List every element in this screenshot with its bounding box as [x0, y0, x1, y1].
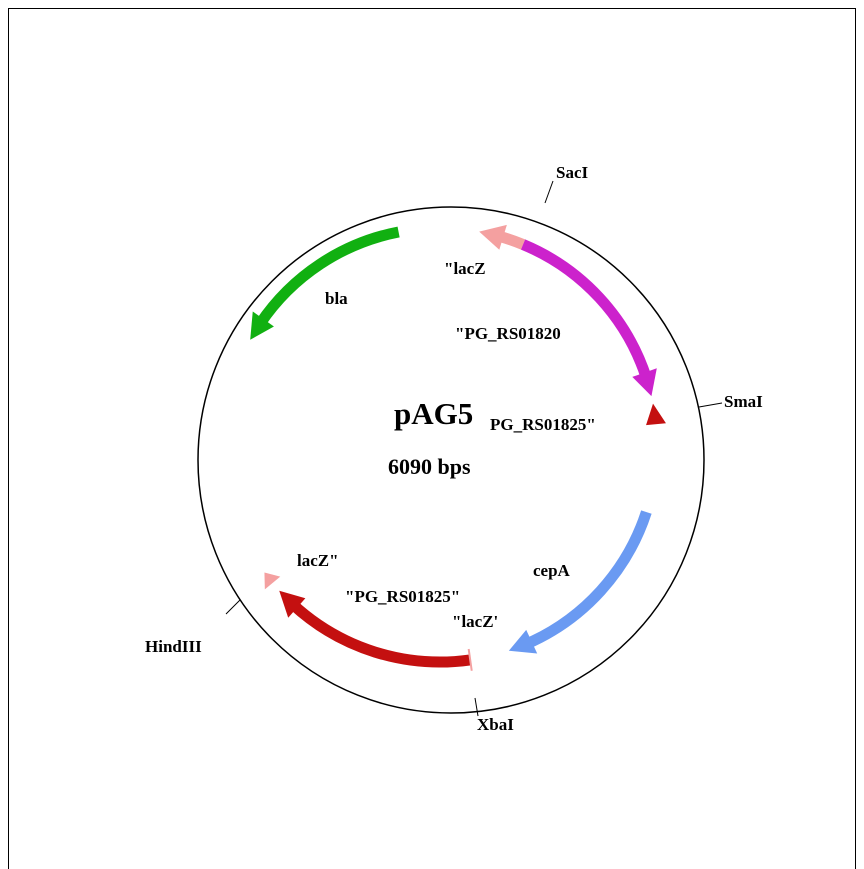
backbone — [197, 206, 705, 714]
feature-label: "PG_RS01820 — [455, 324, 561, 343]
feature-label: cepA — [533, 561, 571, 580]
feature-arrow — [632, 368, 657, 397]
features — [250, 224, 666, 671]
feature-label: bla — [325, 289, 348, 308]
frame — [8, 8, 856, 869]
site-label: HindIII — [145, 637, 202, 656]
site-label: SmaI — [724, 392, 763, 411]
feature-label: "lacZ' — [452, 612, 498, 631]
site-tick — [474, 697, 479, 717]
feature-arrow — [508, 629, 538, 654]
feature-arrow — [279, 590, 306, 618]
feature-arrow — [479, 224, 507, 250]
feature-arrow — [520, 239, 652, 380]
site-tick — [225, 599, 241, 615]
feature-label: "PG_RS01825" — [345, 587, 460, 606]
feature-label: PG_RS01825" — [490, 415, 596, 434]
feature-arrow — [264, 572, 281, 590]
site-tick — [544, 180, 554, 204]
feature-arrow — [498, 231, 526, 250]
feature-arrow — [467, 648, 473, 671]
site-label: XbaI — [477, 715, 514, 734]
feature-arrow — [646, 403, 666, 426]
site-label: SacI — [556, 163, 589, 182]
plasmid-name: pAG5 — [394, 396, 473, 431]
plasmid-size: 6090 bps — [388, 454, 471, 479]
feature-arrow — [250, 311, 274, 340]
feature-arrow — [255, 226, 400, 327]
feature-label: "lacZ — [444, 259, 486, 278]
site-tick — [698, 402, 723, 408]
feature-arrow — [288, 600, 471, 668]
feature-label: lacZ" — [297, 551, 339, 570]
feature-arrow — [524, 510, 652, 650]
